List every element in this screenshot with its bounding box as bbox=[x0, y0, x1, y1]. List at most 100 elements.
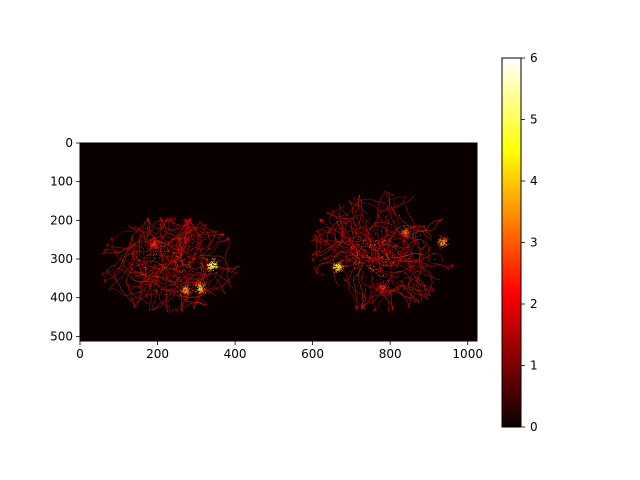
heat-pixel bbox=[349, 270, 351, 271]
heat-pixel bbox=[172, 263, 174, 265]
heat-pixel bbox=[212, 278, 214, 280]
heat-pixel bbox=[172, 258, 173, 260]
heat-pixel bbox=[136, 265, 138, 266]
heat-pixel bbox=[192, 270, 194, 272]
heat-pixel bbox=[169, 244, 171, 246]
heat-pixel bbox=[173, 290, 175, 292]
heat-pixel bbox=[183, 293, 185, 295]
heat-pixel bbox=[187, 276, 189, 278]
heat-pixel bbox=[378, 272, 380, 274]
heat-pixel bbox=[159, 241, 161, 243]
heat-pixel bbox=[167, 278, 168, 280]
heat-pixel bbox=[383, 262, 384, 263]
heat-pixel bbox=[154, 247, 156, 249]
heat-pixel bbox=[159, 253, 160, 255]
heat-pixel bbox=[378, 242, 380, 244]
heat-pixel bbox=[141, 264, 143, 265]
heat-pixel bbox=[167, 251, 169, 252]
heat-pixel bbox=[140, 260, 141, 262]
heat-pixel bbox=[355, 255, 356, 257]
heat-pixel bbox=[407, 235, 408, 237]
heat-pixel bbox=[399, 214, 400, 216]
heat-pixel bbox=[406, 242, 408, 244]
heat-pixel bbox=[151, 243, 153, 245]
trajectory bbox=[375, 195, 408, 226]
heat-pixel bbox=[149, 254, 151, 256]
heat-pixel bbox=[370, 268, 372, 269]
heat-pixel bbox=[214, 263, 216, 265]
heat-pixel bbox=[370, 240, 372, 242]
heat-pixel bbox=[212, 265, 214, 267]
heat-pixel bbox=[177, 256, 179, 257]
heat-pixel bbox=[443, 242, 444, 244]
heat-pixel bbox=[183, 259, 185, 260]
heat-pixel bbox=[402, 231, 403, 233]
heat-pixel bbox=[394, 258, 396, 259]
heat-pixel bbox=[356, 261, 357, 262]
heat-pixel bbox=[161, 271, 162, 273]
trajectory bbox=[122, 238, 164, 285]
heat-pixel bbox=[165, 274, 167, 276]
heat-pixel bbox=[394, 233, 396, 234]
trajectory bbox=[151, 233, 201, 283]
heat-pixel bbox=[358, 249, 359, 251]
heat-pixel bbox=[393, 280, 395, 282]
heat-pixel bbox=[153, 285, 155, 287]
heat-pixel bbox=[177, 257, 179, 259]
trajectory bbox=[340, 266, 360, 311]
heat-pixel bbox=[342, 270, 344, 271]
trajectory bbox=[311, 232, 356, 256]
trajectory bbox=[147, 218, 185, 252]
heat-pixel bbox=[394, 245, 396, 246]
heat-pixel bbox=[186, 291, 188, 293]
heat-pixel bbox=[155, 245, 157, 247]
heat-pixel bbox=[366, 251, 368, 253]
heat-pixel bbox=[356, 247, 358, 249]
heat-pixel bbox=[378, 246, 380, 248]
heat-pixel bbox=[164, 290, 165, 292]
heat-pixel bbox=[404, 253, 405, 255]
heat-pixel bbox=[161, 253, 162, 255]
heat-pixel bbox=[187, 256, 189, 257]
heat-pixel bbox=[374, 241, 376, 242]
heat-pixel bbox=[339, 269, 341, 271]
trajectory bbox=[124, 234, 178, 267]
heat-pixel bbox=[391, 279, 393, 281]
heat-pixel bbox=[338, 262, 340, 264]
heat-pixel bbox=[176, 279, 178, 281]
heat-pixel bbox=[140, 249, 141, 251]
trajectory bbox=[315, 230, 366, 257]
heat-pixel bbox=[180, 257, 182, 259]
trajectory bbox=[129, 265, 158, 312]
heat-pixel bbox=[393, 230, 395, 232]
heat-pixel bbox=[371, 278, 373, 280]
heat-pixel bbox=[150, 284, 151, 286]
heat-pixel bbox=[381, 290, 383, 292]
heat-pixel bbox=[393, 260, 395, 262]
heat-pixel bbox=[181, 291, 183, 293]
heat-pixel bbox=[351, 247, 352, 249]
trajectory bbox=[128, 225, 179, 245]
cluster-left bbox=[101, 216, 240, 314]
heat-pixel bbox=[366, 241, 368, 243]
heat-pixel bbox=[155, 250, 156, 252]
heat-pixel bbox=[398, 263, 399, 265]
heat-pixel bbox=[142, 248, 144, 250]
heat-pixel bbox=[157, 254, 158, 256]
heat-pixel bbox=[405, 237, 407, 239]
heat-pixel bbox=[381, 260, 383, 261]
heat-pixel bbox=[139, 281, 141, 282]
heat-pixel bbox=[211, 260, 213, 262]
heat-pixel bbox=[391, 216, 393, 218]
heat-pixel bbox=[340, 266, 342, 268]
heat-pixel bbox=[186, 296, 188, 298]
heat-pixel bbox=[379, 214, 380, 216]
heat-pixel bbox=[173, 260, 175, 261]
heat-pixel bbox=[378, 268, 380, 269]
heat-pixel bbox=[380, 286, 381, 287]
heat-pixel bbox=[411, 259, 413, 261]
heat-pixel bbox=[161, 276, 163, 278]
heat-pixel bbox=[168, 250, 169, 252]
heat-pixel bbox=[154, 243, 156, 244]
heat-pixel bbox=[341, 266, 342, 268]
